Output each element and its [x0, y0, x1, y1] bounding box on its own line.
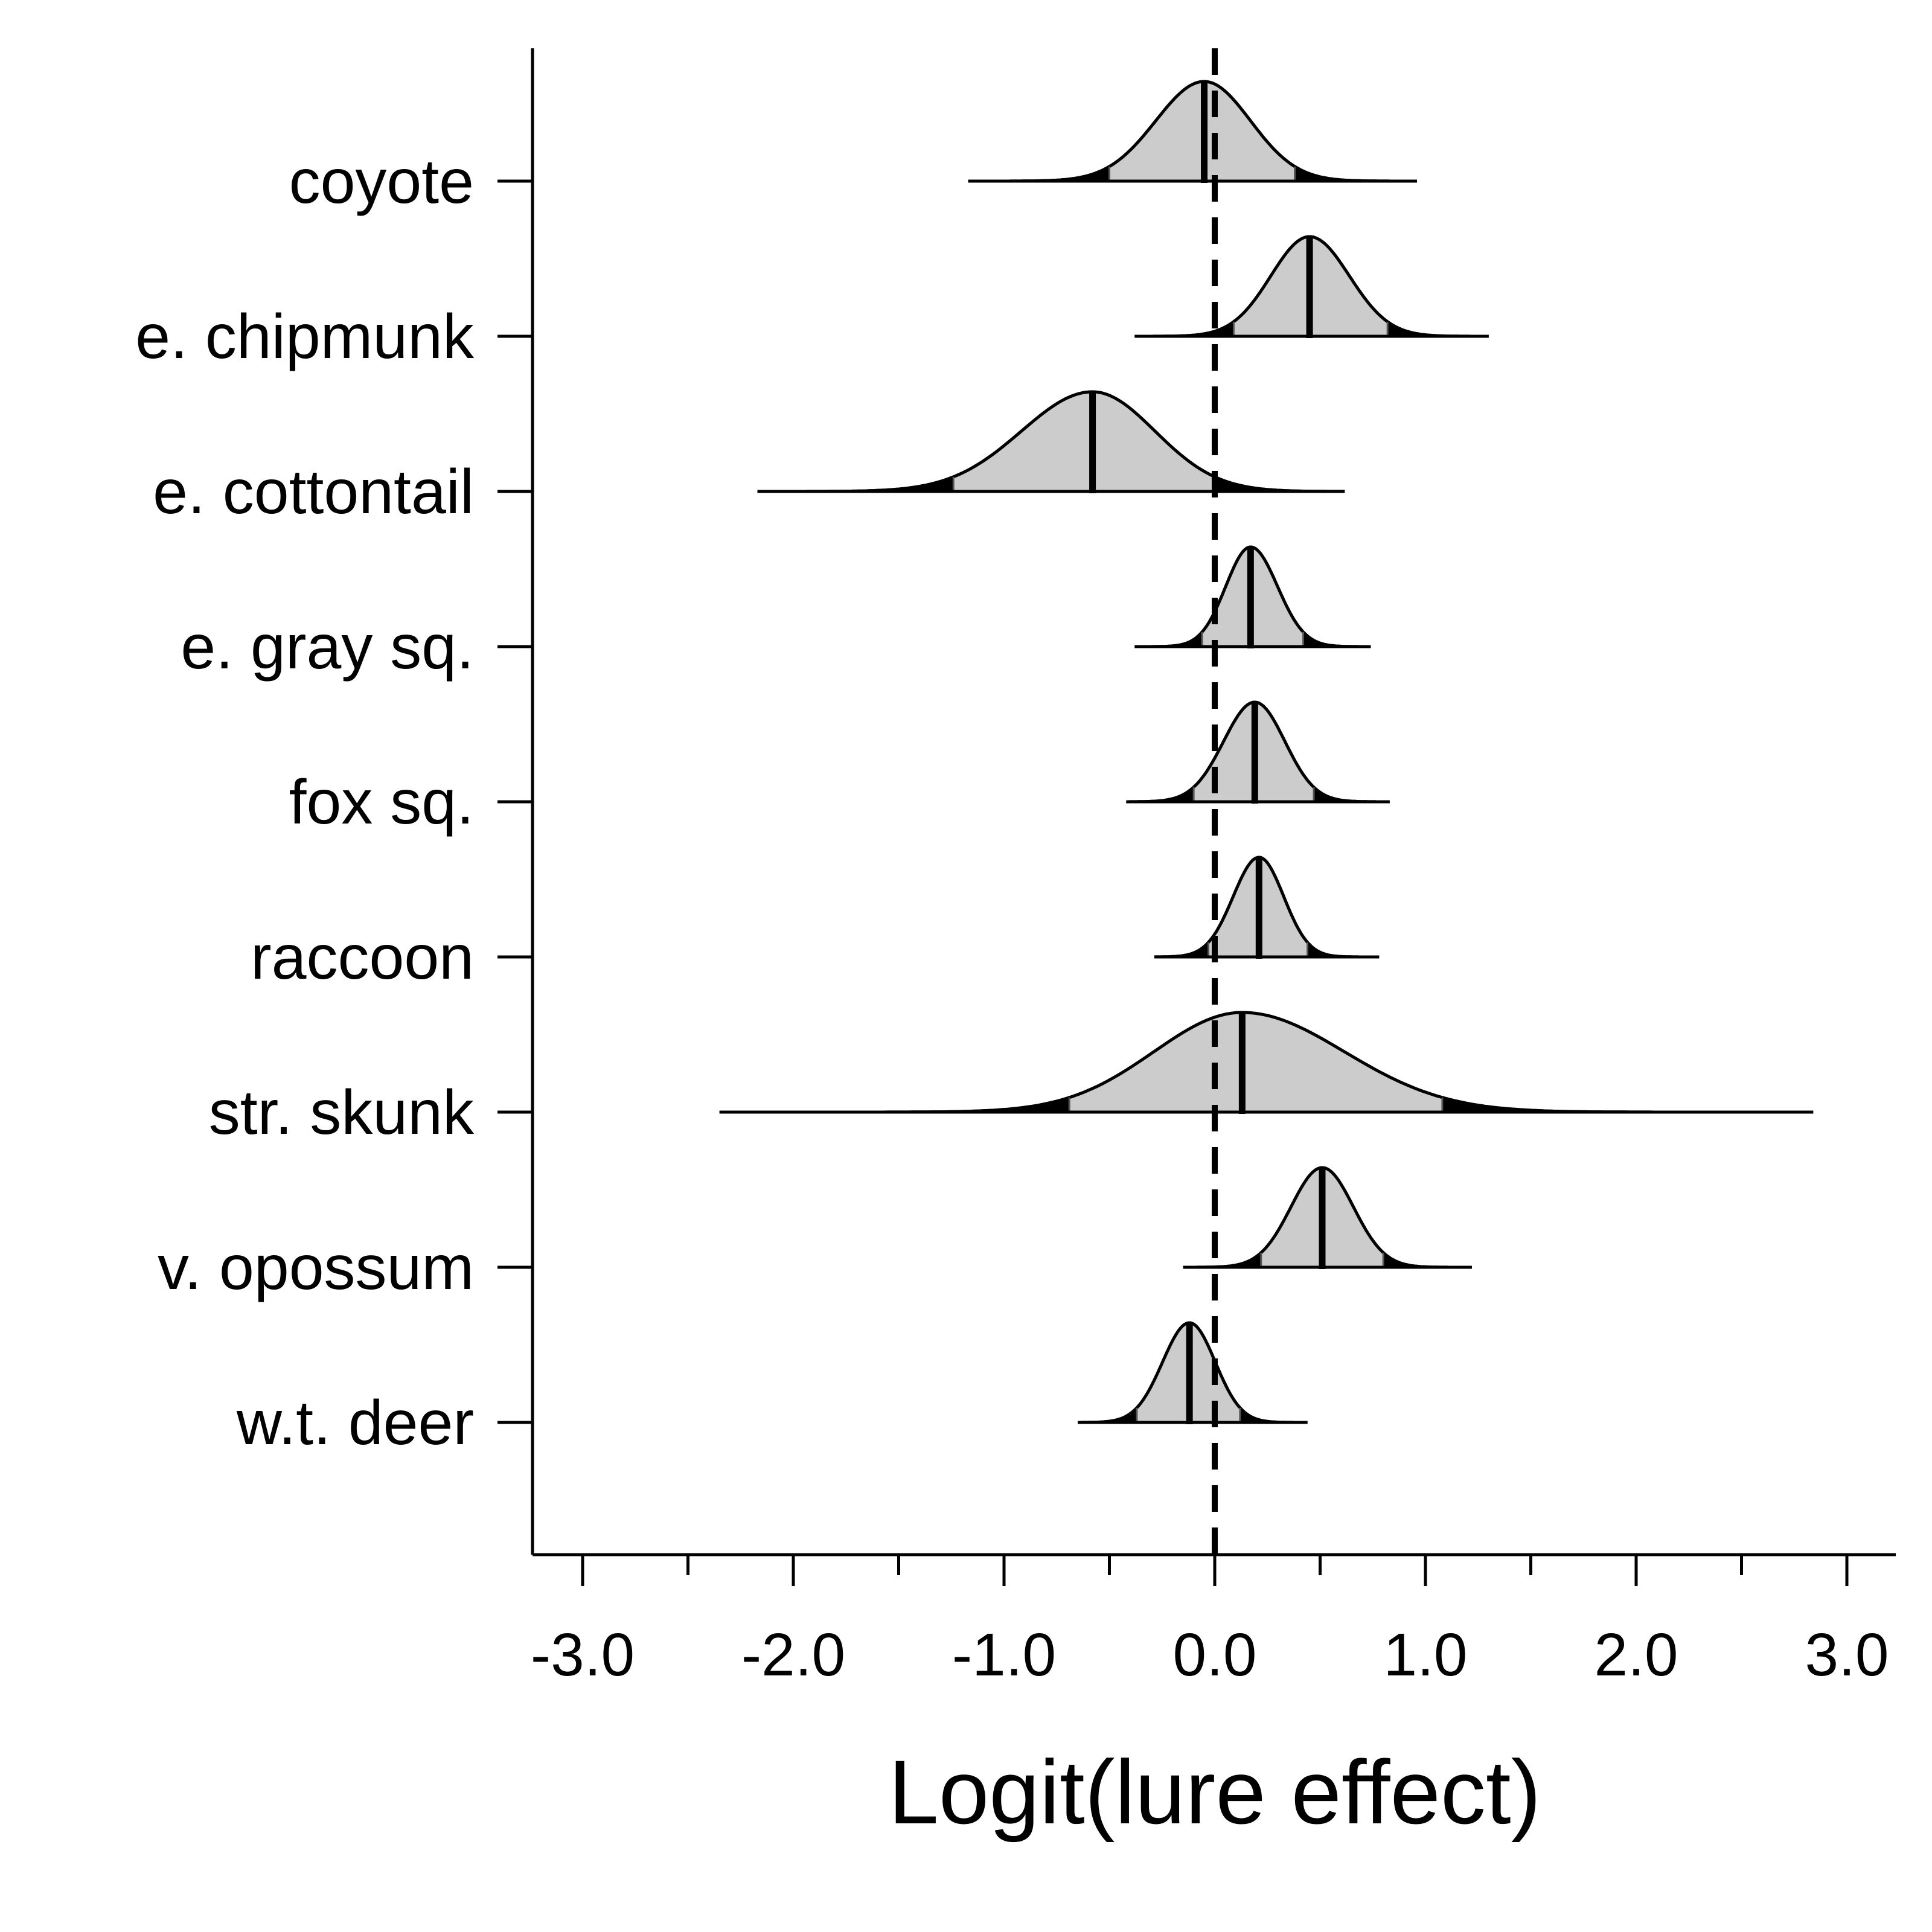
y-category-label: w.t. deer: [236, 1388, 474, 1458]
y-category-label: coyote: [289, 147, 474, 217]
x-tick-label: 3.0: [1805, 1621, 1889, 1689]
density-e-cottontail: [757, 390, 1345, 493]
density-coyote: [968, 80, 1418, 183]
density-str-skunk: [719, 1011, 1814, 1114]
density-e-gray-sq: [1134, 545, 1371, 648]
y-category-label: fox sq.: [289, 767, 474, 837]
y-category-label: e. cottontail: [153, 457, 474, 527]
y-category-label: e. gray sq.: [181, 612, 474, 682]
x-tick-label: 2.0: [1594, 1621, 1678, 1689]
density-layer: [719, 80, 1814, 1424]
density-v-opossum: [1183, 1166, 1472, 1269]
density-interval-area: [953, 392, 1215, 491]
density-raccoon: [1154, 856, 1380, 959]
density-w-t-deer: [1078, 1321, 1308, 1424]
x-tick-label: 0.0: [1172, 1621, 1256, 1689]
x-axis-title: Logit(lure effect): [888, 1741, 1541, 1843]
x-tick-label: -3.0: [531, 1621, 635, 1689]
density-e-chipmunk: [1134, 235, 1489, 338]
x-tick-label: 1.0: [1383, 1621, 1467, 1689]
y-axis-ticks: coyote e. chipmunk e. cottontail e. gray sq…: [135, 147, 533, 1458]
x-tick-label: -1.0: [952, 1621, 1056, 1689]
y-category-label: raccoon: [251, 923, 474, 993]
x-tick-label: -2.0: [741, 1621, 845, 1689]
x-axis-ticks: -3.0 -2.0 -1.0 0.0 1.0 2.0 3.0: [531, 1555, 1889, 1689]
y-category-label: str. skunk: [209, 1078, 475, 1148]
y-category-label: v. opossum: [158, 1233, 474, 1303]
density-interval-area: [1069, 1012, 1442, 1112]
density-fox-sq: [1126, 700, 1390, 804]
y-category-label: e. chipmunk: [135, 302, 475, 372]
